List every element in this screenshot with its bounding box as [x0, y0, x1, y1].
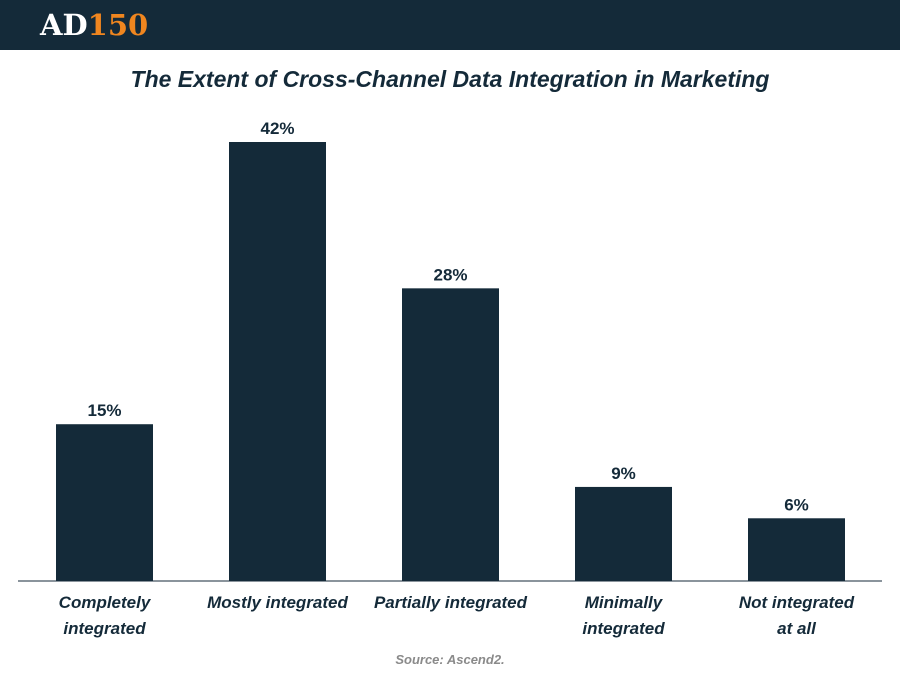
ad150-logo[interactable]: AD150 — [40, 8, 148, 42]
source-note: Source: Ascend2. — [395, 652, 505, 667]
chart-title: The Extent of Cross-Channel Data Integra… — [130, 66, 770, 92]
logo-text-ad: AD — [40, 8, 88, 42]
category-label-2: Partially integrated — [374, 593, 528, 612]
bar-value-label-0: 15% — [87, 401, 121, 420]
bar-3 — [575, 486, 672, 581]
bar-value-label-4: 6% — [784, 495, 809, 514]
logo-text-150: 150 — [87, 8, 149, 42]
bar-0 — [56, 424, 153, 581]
bars-group: 15% Completely integrated 42% Mostly integra… — [56, 119, 855, 638]
bar-2 — [402, 288, 499, 581]
category-label-1: Mostly integrated — [207, 593, 348, 612]
bar-value-label-1: 42% — [260, 119, 294, 138]
bar-value-label-2: 28% — [433, 265, 467, 284]
bar-value-label-3: 9% — [611, 464, 636, 483]
category-label-4: Not integrated at all — [739, 593, 855, 638]
bar-4 — [748, 518, 845, 581]
category-label-3: Minimally integrated — [582, 593, 665, 638]
header-bar: AD150 — [0, 0, 900, 50]
category-label-0: Completely integrated — [59, 593, 152, 638]
bar-1 — [229, 142, 326, 581]
